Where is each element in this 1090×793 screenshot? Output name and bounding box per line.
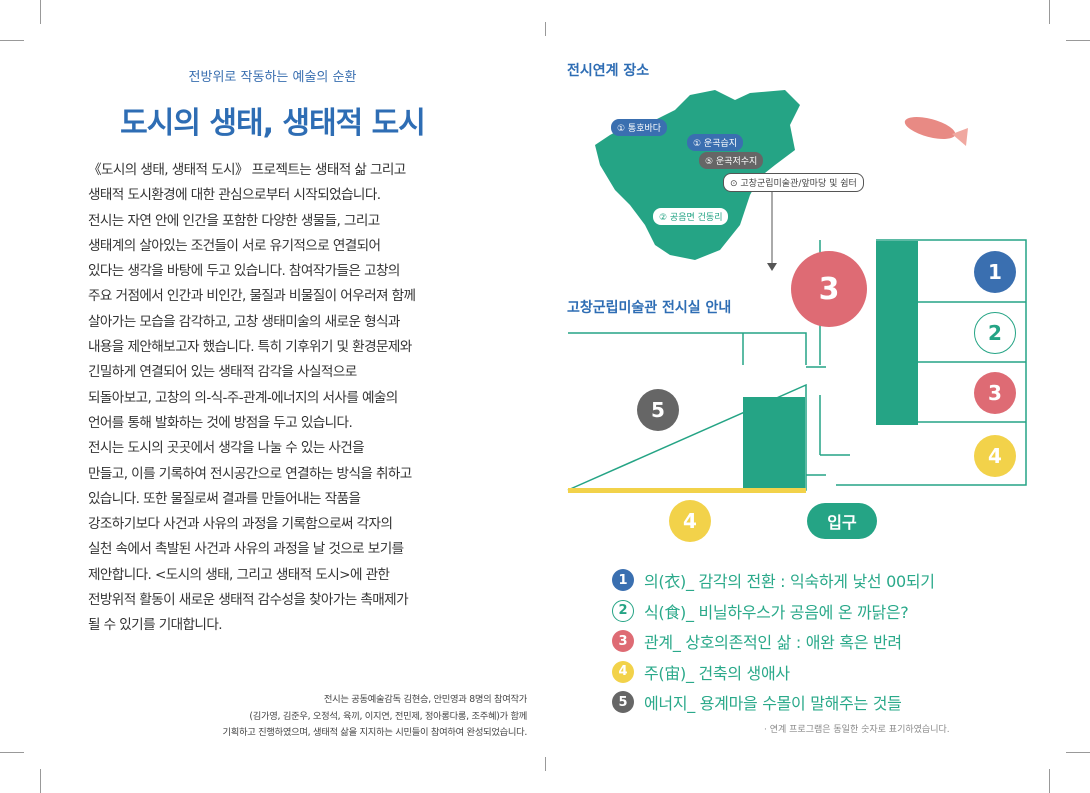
fish-illustration [904, 117, 968, 146]
body-line: 생태적 도시환경에 대한 관심으로부터 시작되었습니다. [88, 187, 381, 204]
body-line: 전시는 자연 안에 인간을 포함한 다양한 생물들, 그리고 [88, 212, 380, 229]
body-line: 긴밀하게 연결되어 있는 생태적 감각을 사실적으로 [88, 364, 357, 381]
room-number-3: 3 [974, 372, 1016, 414]
room-number-4-bottom: 4 [669, 500, 711, 542]
room-number-1: 1 [974, 251, 1016, 293]
body-line: 《도시의 생태, 생태적 도시》 프로젝트는 생태적 삶 그리고 [88, 162, 406, 178]
credits-line: (김가영, 김준우, 오정석, 육끼, 이지연, 전민제, 정아롱다롱, 조주혜… [249, 710, 527, 722]
map-label-museum: ⊙ 고창군립미술관/앞마당 및 쉼터 [723, 173, 864, 192]
body-line: 만들고, 이를 기록하여 전시공간으로 연결하는 방식을 취하고 [88, 465, 412, 482]
crop-mark [0, 40, 24, 41]
page-title: 도시의 생태, 생태적 도시 [120, 106, 426, 141]
entrance-label: 입구 [807, 503, 877, 539]
legend-number: 2 [612, 599, 634, 622]
body-line: 될 수 있기를 기대합니다. [88, 617, 223, 634]
credits-line: 전시는 공동예술감독 김현승, 안민영과 8명의 참여작가 [323, 694, 527, 705]
credits: 전시는 공동예술감독 김현승, 안민영과 8명의 참여작가 (김가영, 김준우,… [222, 692, 527, 742]
body-line: 주요 거점에서 인간과 비인간, 물질과 비물질이 어우러져 함께 [88, 288, 416, 305]
map-label-ungok-wetland: ① 운곡습지 [687, 134, 744, 151]
credits-line: 기획하고 진행하였으며, 생태적 삶을 지지하는 시민들이 참여하여 완성되었습… [222, 727, 527, 738]
yellow-strip [568, 488, 806, 493]
legend-item: 1 의(衣)_ 감각의 전환 : 익숙하게 낯선 00되기 [612, 565, 935, 596]
crop-mark [40, 769, 41, 793]
subtitle: 전방위로 작동하는 예술의 순환 [188, 70, 357, 85]
body-line: 있습니다. 또한 물질로써 결과를 만들어내는 작품을 [88, 490, 361, 507]
body-line: 전방위적 활동이 새로운 생태적 감수성을 찾아가는 촉매제가 [88, 592, 409, 609]
legend-text: 에너지_ 용계마을 수몰이 말해주는 것들 [644, 694, 902, 714]
legend: 1 의(衣)_ 감각의 전환 : 익숙하게 낯선 00되기 2 식(食)_ 비닐하우스… [612, 565, 935, 718]
legend-text: 의(衣)_ 감각의 전환 : 익숙하게 낯선 00되기 [644, 572, 935, 592]
legend-number: 1 [612, 569, 634, 592]
footnote: · 연계 프로그램은 동일한 숫자로 표기하였습니다. [764, 725, 950, 735]
room-number-3-large: 3 [791, 251, 867, 327]
body-line: 생태계의 살아있는 조건들이 서로 유기적으로 연결되어 [88, 237, 381, 254]
body-line: 되돌아보고, 고창의 의-식-주-관계-에너지의 서사를 예술의 [88, 389, 398, 406]
room-number-5: 5 [637, 389, 679, 431]
body-line: 실천 속에서 촉발된 사건과 사유의 과정을 날 것으로 보기를 [88, 541, 404, 558]
map-label-gongeum: ② 공음면 건동리 [653, 208, 729, 225]
floor-plan [567, 239, 1027, 493]
crop-mark [0, 752, 24, 753]
map-label-ungok-reservoir: ⑤ 운곡저수지 [699, 152, 764, 169]
legend-number: 5 [612, 691, 634, 714]
legend-item: 2 식(食)_ 비닐하우스가 공음에 온 까닭은? [612, 596, 935, 627]
body-line: 제안합니다. <도시의 생태, 그리고 생태적 도시>에 관한 [88, 566, 390, 583]
room-number-2: 2 [974, 312, 1016, 354]
floor-plan-heading: 고창군립미술관 전시실 안내 [567, 300, 732, 316]
locations-heading: 전시연계 장소 [567, 63, 650, 79]
room-block [876, 241, 918, 425]
room-number-4: 4 [974, 435, 1016, 477]
body-line: 언어를 통해 발화하는 것에 방점을 두고 있습니다. [88, 414, 353, 431]
legend-text: 주(宙)_ 건축의 생애사 [644, 663, 790, 683]
legend-number: 3 [612, 630, 634, 653]
legend-text: 관계_ 상호의존적인 삶 : 애완 혹은 반려 [644, 633, 902, 653]
body-line: 살아가는 모습을 감각하고, 고창 생태미술의 새로운 형식과 [88, 313, 400, 330]
crop-mark [1049, 769, 1050, 793]
legend-text: 식(食)_ 비닐하우스가 공음에 온 까닭은? [644, 602, 909, 622]
body-line: 있다는 생각을 바탕에 두고 있습니다. 참여작가들은 고창의 [88, 263, 400, 280]
body-line: 전시는 도시의 곳곳에서 생각을 나눌 수 있는 사건을 [88, 440, 365, 457]
fold-mark [545, 757, 546, 771]
legend-item: 5 에너지_ 용계마을 수몰이 말해주는 것들 [612, 687, 935, 718]
fold-mark [545, 22, 546, 36]
legend-item: 3 관계_ 상호의존적인 삶 : 애완 혹은 반려 [612, 626, 935, 657]
room-block [743, 397, 805, 489]
map-label-tongho: ① 통호바다 [611, 119, 668, 136]
crop-mark [40, 0, 41, 24]
body-line: 강조하기보다 사건과 사유의 과정을 기록함으로써 각자의 [88, 516, 393, 533]
legend-item: 4 주(宙)_ 건축의 생애사 [612, 657, 935, 688]
crop-mark [1066, 40, 1090, 41]
legend-number: 4 [612, 660, 634, 683]
crop-mark [1066, 752, 1090, 753]
body-line: 내용을 제안해보고자 했습니다. 특히 기후위기 및 환경문제와 [88, 339, 412, 356]
arrow-down-icon [767, 263, 777, 271]
crop-mark [1049, 0, 1050, 24]
